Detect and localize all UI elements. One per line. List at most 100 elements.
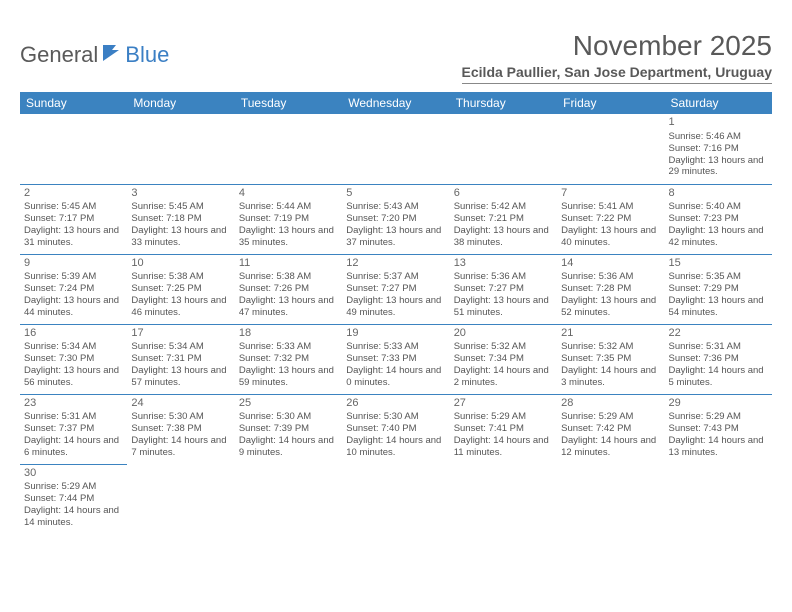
daylight-text: Daylight: 13 hours and 35 minutes. [239,225,338,249]
sunrise-text: Sunrise: 5:30 AM [239,411,338,423]
sunrise-text: Sunrise: 5:32 AM [454,341,553,353]
calendar-cell-empty [557,114,664,184]
sunset-text: Sunset: 7:44 PM [24,493,123,505]
weekday-header: Sunday [20,92,127,114]
day-number: 28 [561,397,660,411]
sunrise-text: Sunrise: 5:36 AM [561,271,660,283]
sunset-text: Sunset: 7:23 PM [669,213,768,225]
day-number: 6 [454,187,553,201]
daylight-text: Daylight: 14 hours and 2 minutes. [454,365,553,389]
calendar-cell-empty [665,464,772,534]
sunrise-text: Sunrise: 5:45 AM [24,201,123,213]
sunrise-text: Sunrise: 5:34 AM [131,341,230,353]
day-number: 23 [24,397,123,411]
day-number: 2 [24,187,123,201]
daylight-text: Daylight: 14 hours and 0 minutes. [346,365,445,389]
sunrise-text: Sunrise: 5:34 AM [24,341,123,353]
daylight-text: Daylight: 13 hours and 54 minutes. [669,295,768,319]
daylight-text: Daylight: 13 hours and 38 minutes. [454,225,553,249]
weekday-header-row: SundayMondayTuesdayWednesdayThursdayFrid… [20,92,772,114]
day-number: 3 [131,187,230,201]
calendar-cell-empty [450,114,557,184]
calendar-cell: 14Sunrise: 5:36 AMSunset: 7:28 PMDayligh… [557,254,664,324]
daylight-text: Daylight: 14 hours and 12 minutes. [561,435,660,459]
day-number: 25 [239,397,338,411]
calendar-row: 2Sunrise: 5:45 AMSunset: 7:17 PMDaylight… [20,184,772,254]
calendar-cell-empty [127,114,234,184]
sunset-text: Sunset: 7:25 PM [131,283,230,295]
sunset-text: Sunset: 7:28 PM [561,283,660,295]
sunset-text: Sunset: 7:26 PM [239,283,338,295]
sunrise-text: Sunrise: 5:42 AM [454,201,553,213]
sunrise-text: Sunrise: 5:29 AM [24,481,123,493]
sunrise-text: Sunrise: 5:46 AM [669,131,768,143]
day-number: 14 [561,257,660,271]
day-number: 11 [239,257,338,271]
sunrise-text: Sunrise: 5:41 AM [561,201,660,213]
daylight-text: Daylight: 14 hours and 6 minutes. [24,435,123,459]
daylight-text: Daylight: 13 hours and 46 minutes. [131,295,230,319]
calendar-cell: 27Sunrise: 5:29 AMSunset: 7:41 PMDayligh… [450,394,557,464]
calendar-cell: 20Sunrise: 5:32 AMSunset: 7:34 PMDayligh… [450,324,557,394]
daylight-text: Daylight: 13 hours and 49 minutes. [346,295,445,319]
calendar-cell: 29Sunrise: 5:29 AMSunset: 7:43 PMDayligh… [665,394,772,464]
daylight-text: Daylight: 14 hours and 5 minutes. [669,365,768,389]
logo: General Blue [20,42,169,68]
day-number: 1 [669,116,768,130]
logo-text-general: General [20,42,98,68]
calendar-cell: 16Sunrise: 5:34 AMSunset: 7:30 PMDayligh… [20,324,127,394]
calendar-row: 30Sunrise: 5:29 AMSunset: 7:44 PMDayligh… [20,464,772,534]
calendar-cell: 8Sunrise: 5:40 AMSunset: 7:23 PMDaylight… [665,184,772,254]
day-number: 20 [454,327,553,341]
sunrise-text: Sunrise: 5:45 AM [131,201,230,213]
weekday-header: Thursday [450,92,557,114]
calendar-cell-empty [127,464,234,534]
day-number: 16 [24,327,123,341]
sunset-text: Sunset: 7:39 PM [239,423,338,435]
day-number: 26 [346,397,445,411]
sunrise-text: Sunrise: 5:38 AM [131,271,230,283]
sunset-text: Sunset: 7:27 PM [346,283,445,295]
weekday-header: Tuesday [235,92,342,114]
sunrise-text: Sunrise: 5:30 AM [346,411,445,423]
sunset-text: Sunset: 7:16 PM [669,143,768,155]
title-block: November 2025 Ecilda Paullier, San Jose … [462,30,772,84]
calendar-cell-empty [450,464,557,534]
sunset-text: Sunset: 7:33 PM [346,353,445,365]
sunrise-text: Sunrise: 5:40 AM [669,201,768,213]
sunrise-text: Sunrise: 5:35 AM [669,271,768,283]
calendar-cell-empty [557,464,664,534]
calendar-cell-empty [235,464,342,534]
sunrise-text: Sunrise: 5:29 AM [561,411,660,423]
sunrise-text: Sunrise: 5:39 AM [24,271,123,283]
sunrise-text: Sunrise: 5:44 AM [239,201,338,213]
calendar-cell: 19Sunrise: 5:33 AMSunset: 7:33 PMDayligh… [342,324,449,394]
calendar-cell: 15Sunrise: 5:35 AMSunset: 7:29 PMDayligh… [665,254,772,324]
sunset-text: Sunset: 7:41 PM [454,423,553,435]
daylight-text: Daylight: 13 hours and 59 minutes. [239,365,338,389]
flag-icon [102,44,122,67]
sunrise-text: Sunrise: 5:43 AM [346,201,445,213]
logo-text-blue: Blue [125,42,169,68]
calendar-cell: 17Sunrise: 5:34 AMSunset: 7:31 PMDayligh… [127,324,234,394]
sunset-text: Sunset: 7:22 PM [561,213,660,225]
sunset-text: Sunset: 7:42 PM [561,423,660,435]
sunrise-text: Sunrise: 5:29 AM [454,411,553,423]
calendar-cell: 22Sunrise: 5:31 AMSunset: 7:36 PMDayligh… [665,324,772,394]
calendar-cell-empty [342,464,449,534]
day-number: 24 [131,397,230,411]
weekday-header: Monday [127,92,234,114]
sunset-text: Sunset: 7:43 PM [669,423,768,435]
calendar-table: SundayMondayTuesdayWednesdayThursdayFrid… [20,92,772,534]
calendar-cell-empty [235,114,342,184]
daylight-text: Daylight: 13 hours and 40 minutes. [561,225,660,249]
calendar-cell: 21Sunrise: 5:32 AMSunset: 7:35 PMDayligh… [557,324,664,394]
calendar-cell: 5Sunrise: 5:43 AMSunset: 7:20 PMDaylight… [342,184,449,254]
daylight-text: Daylight: 14 hours and 3 minutes. [561,365,660,389]
daylight-text: Daylight: 14 hours and 13 minutes. [669,435,768,459]
day-number: 15 [669,257,768,271]
sunset-text: Sunset: 7:40 PM [346,423,445,435]
sunrise-text: Sunrise: 5:30 AM [131,411,230,423]
day-number: 17 [131,327,230,341]
daylight-text: Daylight: 13 hours and 52 minutes. [561,295,660,319]
